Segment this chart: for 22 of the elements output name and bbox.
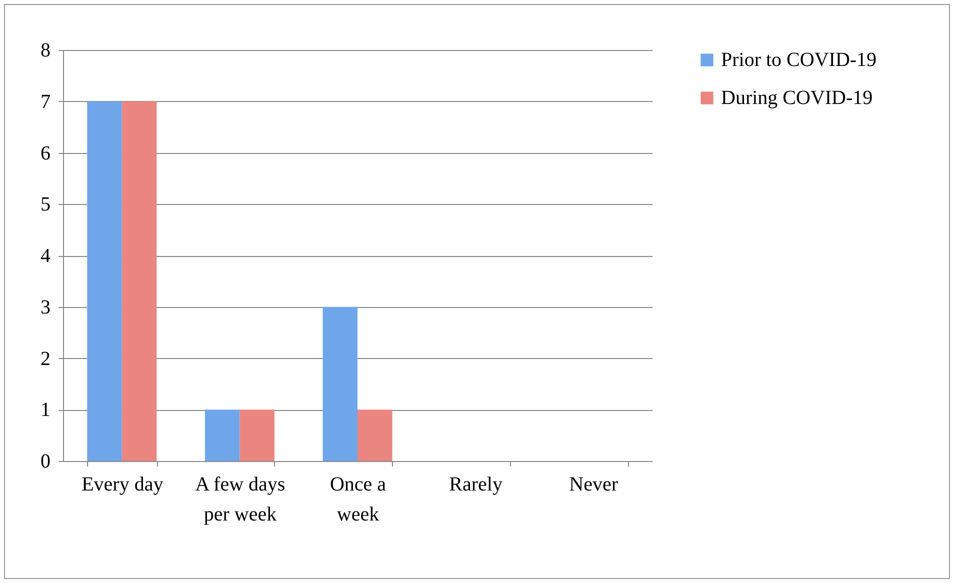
bar [87, 101, 122, 461]
y-tick-label: 6 [40, 142, 50, 164]
bar [322, 306, 358, 461]
x-tick-label: A few days per week [195, 474, 286, 526]
y-tick-label: 5 [40, 194, 50, 216]
y-tick-label: 7 [40, 90, 50, 113]
y-tick-label: 0 [40, 450, 50, 472]
y-tick-label: 1 [40, 399, 50, 422]
x-tick-label: Rarely [449, 474, 502, 496]
bar [240, 410, 274, 461]
y-tick-label: 8 [40, 40, 50, 62]
y-tick-label: 3 [40, 296, 50, 318]
y-tick-label: 2 [40, 348, 50, 370]
bar [204, 410, 240, 461]
legend-label: Prior to COVID-19 [721, 49, 877, 71]
legend-label: During COVID-19 [721, 87, 873, 109]
bar [122, 101, 157, 461]
x-tick-label: Never [569, 474, 618, 496]
x-tick-label: Every day [82, 474, 164, 496]
bar [358, 410, 392, 461]
y-tick-label: 4 [40, 245, 50, 267]
x-tick-label: Once a week [330, 474, 386, 526]
